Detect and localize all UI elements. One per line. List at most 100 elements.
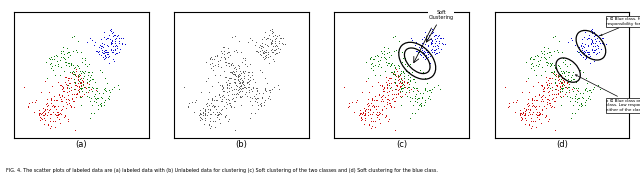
Point bbox=[570, 112, 580, 115]
Point bbox=[527, 102, 537, 104]
Point bbox=[403, 74, 413, 77]
Point bbox=[550, 77, 560, 80]
Point bbox=[273, 47, 283, 50]
Point bbox=[35, 119, 45, 121]
Point bbox=[428, 57, 438, 60]
Point bbox=[104, 98, 115, 101]
Point bbox=[231, 95, 241, 98]
Point bbox=[563, 86, 573, 89]
Point bbox=[561, 86, 571, 89]
Point bbox=[261, 56, 271, 58]
Point bbox=[226, 63, 236, 66]
Point bbox=[68, 81, 79, 84]
Point bbox=[588, 88, 598, 91]
Point bbox=[264, 88, 275, 91]
Point bbox=[570, 80, 580, 83]
Point bbox=[434, 40, 444, 43]
Point bbox=[516, 111, 526, 114]
Point bbox=[83, 91, 93, 94]
Point bbox=[568, 86, 578, 89]
Point bbox=[394, 66, 404, 69]
Point bbox=[531, 113, 541, 116]
Point bbox=[61, 97, 71, 100]
Point bbox=[543, 51, 554, 54]
Point bbox=[532, 54, 543, 57]
Point bbox=[535, 112, 545, 115]
Point bbox=[268, 30, 278, 33]
Point bbox=[371, 113, 381, 116]
Point bbox=[54, 59, 65, 61]
Point bbox=[588, 38, 598, 41]
Point bbox=[367, 57, 378, 60]
Point bbox=[56, 50, 66, 53]
Point bbox=[103, 37, 113, 39]
Point bbox=[209, 104, 219, 107]
Point bbox=[356, 91, 367, 94]
Point bbox=[562, 65, 572, 67]
Point bbox=[63, 62, 73, 65]
Point bbox=[111, 36, 121, 39]
Point bbox=[563, 78, 573, 80]
Point bbox=[61, 101, 71, 103]
Point bbox=[533, 81, 543, 84]
Point bbox=[400, 92, 410, 95]
Point bbox=[550, 34, 560, 37]
Point bbox=[44, 57, 54, 60]
Point bbox=[428, 30, 438, 33]
Point bbox=[583, 50, 593, 53]
Point bbox=[195, 109, 205, 112]
Point bbox=[214, 111, 224, 114]
Point bbox=[243, 40, 253, 43]
Point bbox=[68, 105, 79, 108]
Point bbox=[45, 67, 56, 69]
Point bbox=[264, 95, 274, 98]
Point bbox=[381, 76, 391, 78]
Point bbox=[238, 79, 248, 82]
Point bbox=[215, 83, 225, 86]
Point bbox=[555, 90, 565, 93]
Point bbox=[205, 127, 216, 130]
Point bbox=[578, 71, 588, 74]
Point bbox=[565, 96, 575, 99]
Point bbox=[540, 70, 550, 72]
Point bbox=[550, 67, 560, 70]
Point bbox=[65, 63, 76, 66]
Point bbox=[244, 63, 255, 66]
Point bbox=[113, 51, 124, 53]
Point bbox=[106, 28, 116, 31]
Point bbox=[522, 103, 532, 106]
Point bbox=[86, 97, 97, 100]
Point bbox=[230, 88, 241, 90]
Point bbox=[268, 34, 278, 37]
Point bbox=[512, 99, 522, 102]
Point bbox=[77, 56, 88, 59]
Point bbox=[19, 86, 29, 88]
Point bbox=[38, 111, 48, 114]
Point bbox=[94, 69, 104, 72]
Point bbox=[549, 93, 559, 95]
Point bbox=[390, 84, 401, 87]
Point bbox=[390, 100, 400, 103]
Point bbox=[50, 73, 60, 76]
Point bbox=[37, 112, 47, 115]
Point bbox=[571, 92, 581, 95]
Point bbox=[61, 83, 72, 85]
Point bbox=[368, 120, 378, 122]
Point bbox=[71, 70, 81, 73]
Point bbox=[570, 44, 580, 46]
Point bbox=[389, 100, 399, 102]
Point bbox=[415, 50, 425, 53]
Point bbox=[40, 108, 50, 111]
Point bbox=[381, 107, 391, 109]
Point bbox=[524, 123, 534, 126]
Point bbox=[63, 99, 74, 102]
Point bbox=[90, 96, 100, 99]
Point bbox=[216, 56, 226, 59]
Point bbox=[36, 112, 46, 115]
Point bbox=[243, 81, 253, 84]
Point bbox=[356, 117, 367, 120]
Point bbox=[96, 95, 106, 98]
Point bbox=[534, 105, 544, 108]
Point bbox=[534, 118, 545, 120]
Point bbox=[588, 30, 598, 33]
